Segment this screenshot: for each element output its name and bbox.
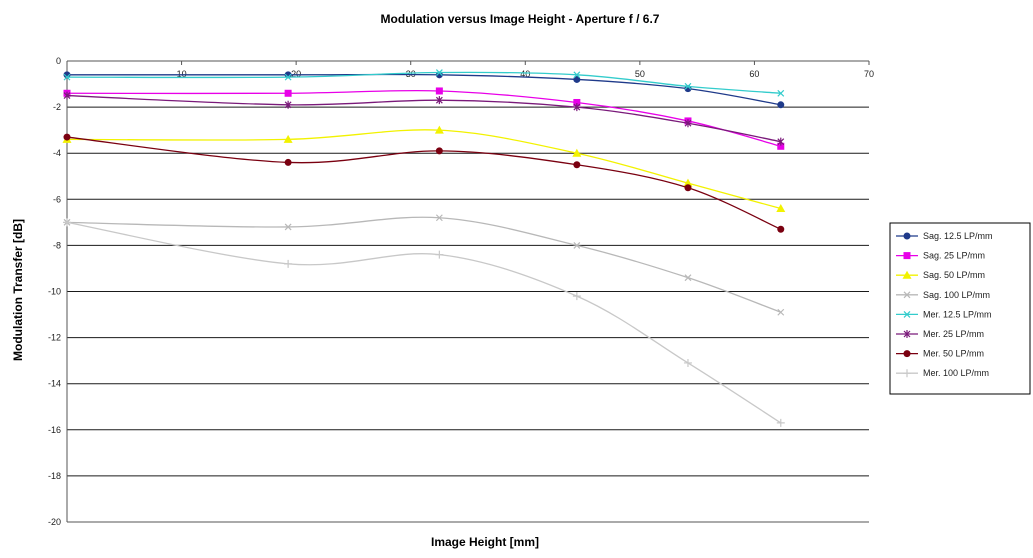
data-point	[63, 133, 71, 141]
data-point	[435, 96, 443, 105]
data-point	[777, 225, 785, 233]
y-axis-label: Modulation Transfer [dB]	[11, 219, 25, 361]
y-tick-label: -20	[48, 517, 61, 527]
legend-swatch-marker	[903, 330, 911, 338]
legend-swatch-marker	[902, 270, 912, 279]
legend-item-3: Sag. 50 LP/mm	[896, 270, 985, 280]
x-tick-label: 40	[520, 69, 530, 79]
data-point	[573, 241, 581, 249]
series-5	[63, 69, 785, 97]
data-point	[572, 292, 581, 301]
y-tick-label: -10	[48, 287, 61, 297]
data-point	[284, 73, 292, 81]
gridlines	[67, 106, 869, 477]
series-3	[62, 125, 786, 213]
legend-item-6: Mer. 25 LP/mm	[896, 329, 984, 339]
data-point	[684, 184, 692, 192]
legend-swatch-marker	[903, 252, 911, 260]
series-group	[62, 69, 786, 427]
series-8	[63, 218, 785, 427]
series-7	[63, 133, 785, 233]
legend-item-8: Mer. 100 LP/mm	[896, 368, 989, 378]
data-point	[434, 125, 444, 134]
y-tick-label: -4	[53, 148, 61, 158]
data-point	[776, 204, 786, 213]
y-tick-label: -12	[48, 333, 61, 343]
legend-item-4: Sag. 100 LP/mm	[896, 290, 990, 300]
y-tick-label: -14	[48, 379, 61, 389]
chart-title: Modulation versus Image Height - Apertur…	[381, 12, 660, 26]
y-tick-label: -16	[48, 425, 61, 435]
data-point	[435, 214, 443, 222]
data-point	[684, 274, 692, 282]
data-point	[684, 82, 692, 90]
data-point	[284, 100, 292, 109]
x-axis-label: Image Height [mm]	[431, 535, 539, 549]
series-6	[63, 91, 785, 146]
y-tick-label: -18	[48, 471, 61, 481]
legend-label: Mer. 25 LP/mm	[923, 329, 984, 339]
data-point	[573, 75, 581, 83]
data-point	[573, 98, 581, 106]
x-tick-label: 20	[291, 69, 301, 79]
legend-box	[889, 222, 1031, 395]
data-point	[63, 218, 71, 227]
data-point	[777, 308, 785, 316]
data-point	[573, 103, 581, 112]
legend-swatch-marker	[903, 232, 911, 240]
data-point	[777, 89, 785, 97]
x-tick-label: 10	[177, 69, 187, 79]
legend-item-5: Mer. 12.5 LP/mm	[896, 309, 992, 319]
data-point	[435, 87, 443, 95]
data-point	[573, 71, 581, 79]
y-tick-label: -6	[53, 194, 61, 204]
data-point	[683, 358, 692, 367]
legend-label: Sag. 100 LP/mm	[923, 290, 990, 300]
legend-item-2: Sag. 25 LP/mm	[896, 251, 985, 261]
data-point	[777, 101, 785, 109]
data-point	[435, 147, 443, 155]
legend: Sag. 12.5 LP/mm Sag. 25 LP/mm Sag. 50 LP/m…	[889, 222, 1031, 395]
data-point	[776, 418, 785, 427]
data-point	[684, 119, 692, 128]
legend-swatch-marker	[903, 310, 911, 318]
legend-label: Mer. 50 LP/mm	[923, 349, 984, 359]
legend-label: Mer. 12.5 LP/mm	[923, 309, 992, 319]
x-tick-label: 50	[635, 69, 645, 79]
legend-swatch-marker	[903, 350, 911, 358]
data-point	[284, 223, 292, 231]
data-point	[284, 259, 293, 268]
y-tick-label: -2	[53, 102, 61, 112]
x-tick-label: 70	[864, 69, 874, 79]
data-point	[63, 73, 71, 81]
data-point	[435, 69, 443, 76]
y-tick-label: 0	[56, 56, 61, 66]
data-point	[573, 161, 581, 169]
data-point	[63, 91, 71, 100]
legend-label: Sag. 12.5 LP/mm	[923, 231, 993, 241]
data-point	[683, 178, 693, 187]
data-point	[777, 137, 785, 146]
data-point	[284, 89, 292, 97]
y-tick-label: -8	[53, 240, 61, 250]
legend-label: Sag. 25 LP/mm	[923, 251, 985, 261]
data-point	[572, 148, 582, 157]
data-point	[284, 158, 292, 166]
legend-item-7: Mer. 50 LP/mm	[896, 349, 984, 359]
legend-swatch-marker	[903, 369, 911, 378]
legend-swatch-marker	[903, 291, 911, 299]
x-tick-label: 60	[749, 69, 759, 79]
legend-label: Mer. 100 LP/mm	[923, 368, 989, 378]
legend-item-1: Sag. 12.5 LP/mm	[896, 231, 993, 241]
data-point	[435, 250, 444, 259]
data-point	[777, 142, 785, 150]
legend-label: Sag. 50 LP/mm	[923, 270, 985, 280]
data-point	[283, 134, 293, 143]
